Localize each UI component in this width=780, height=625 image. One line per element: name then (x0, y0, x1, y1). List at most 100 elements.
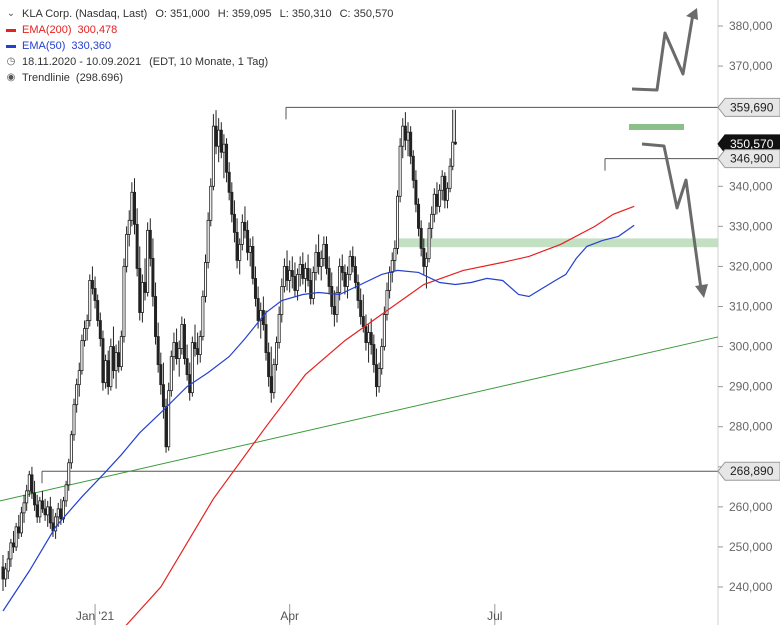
candle-body (75, 384, 79, 406)
candle-body (275, 342, 279, 366)
candle-body (227, 171, 231, 193)
y-tick-label: 330,000 (729, 219, 773, 233)
price-tag-bg (717, 97, 780, 117)
candle-body (290, 270, 294, 277)
candle-body (398, 145, 402, 197)
candle-body (317, 252, 321, 267)
resistance-price-tag: 359,690 (717, 97, 780, 117)
candle-body (267, 352, 271, 378)
arrow-head-down (695, 284, 708, 298)
candle-body (390, 260, 394, 273)
candle-body (77, 370, 81, 386)
candle-body (201, 296, 205, 337)
candle-body (9, 542, 13, 560)
candle-body (40, 500, 44, 510)
legend-range-info: (EDT, 10 Monate, 1 Tag) (149, 56, 269, 68)
candle-body (69, 434, 73, 464)
candle-body (151, 258, 155, 297)
candle-body (109, 346, 113, 388)
candle-body (380, 346, 384, 370)
candle-body (364, 326, 368, 343)
candle-body (251, 245, 255, 279)
candle-body (122, 266, 126, 337)
candle-body (211, 125, 215, 187)
y-tick-label: 370,000 (729, 59, 773, 73)
candle-body (172, 342, 176, 357)
price-tag-text: 350,570 (730, 137, 774, 151)
x-axis: Jan '21 Apr Jul (76, 604, 502, 625)
candle-body (277, 314, 281, 343)
candle-body (132, 191, 136, 225)
candle-body (424, 258, 428, 267)
y-tick-label: 280,000 (729, 420, 773, 434)
horizontal-levels (41, 106, 718, 484)
clock-icon: ◷ (6, 56, 16, 67)
candle-body (98, 320, 102, 339)
chevron-down-icon[interactable]: ⌄ (6, 8, 16, 19)
candle-body (154, 296, 158, 337)
candle-body (175, 342, 179, 359)
x-tick-label: Jul (487, 609, 502, 623)
candle-body (30, 474, 34, 494)
candle-body (25, 490, 29, 504)
candle-body (140, 282, 144, 313)
candle-body (372, 344, 376, 366)
candle-body (125, 233, 129, 267)
candle-body (217, 129, 221, 147)
candle-body (256, 298, 260, 321)
candle-body (106, 360, 110, 388)
bearish-scenario-path (641, 142, 703, 290)
price-tag-text: 359,690 (730, 100, 774, 114)
candle-body (269, 376, 273, 394)
candle-body (1, 566, 5, 580)
candle-body (119, 336, 123, 368)
trendline-layer (0, 336, 719, 502)
candle-body (403, 125, 407, 141)
candle-body (448, 165, 452, 189)
candle-body (17, 526, 21, 534)
candle-body (12, 542, 16, 548)
candle-body (72, 404, 76, 436)
candle-body (340, 266, 344, 273)
legend-ema200-row: EMA(200) 300,478 (6, 22, 393, 38)
candle-body (169, 356, 173, 392)
price-tag-bg (717, 461, 780, 481)
candle-body (348, 256, 352, 275)
candle-body (388, 272, 392, 291)
candle-body (288, 270, 292, 281)
y-tick-label: 240,000 (729, 580, 773, 594)
candlestick-series (1, 109, 457, 592)
y-tick-label: 310,000 (729, 300, 773, 314)
candle-body (35, 504, 39, 518)
candle-body (185, 358, 189, 376)
x-tick-label: Jan '21 (76, 609, 115, 623)
candle-body (135, 223, 139, 269)
candle-body (406, 131, 410, 141)
y-tick-label: 320,000 (729, 259, 773, 273)
legend-instrument-row: ⌄ KLA Corp. (Nasdaq, Last) O: 351,000 H:… (6, 6, 394, 22)
candle-body (161, 384, 165, 408)
candle-body (377, 368, 381, 388)
candle-body (130, 191, 134, 221)
candle-body (33, 492, 37, 506)
candle-body (374, 364, 378, 388)
candle-body (435, 193, 439, 207)
legend-ema50-label: EMA(50) (22, 40, 66, 52)
candle-body (343, 272, 347, 287)
candle-body (419, 227, 423, 249)
y-tick-label: 250,000 (729, 540, 773, 554)
candle-body (385, 290, 389, 315)
ema200-line (125, 205, 635, 625)
candle-body (401, 125, 405, 147)
candle-body (359, 300, 363, 317)
candle-body (117, 352, 121, 368)
candle-body (19, 512, 23, 534)
candle-body (369, 332, 373, 345)
candle-body (246, 229, 250, 253)
candle-body (59, 508, 63, 520)
candle-body (285, 266, 289, 281)
candle-body (259, 310, 263, 321)
candle-body (417, 203, 421, 229)
